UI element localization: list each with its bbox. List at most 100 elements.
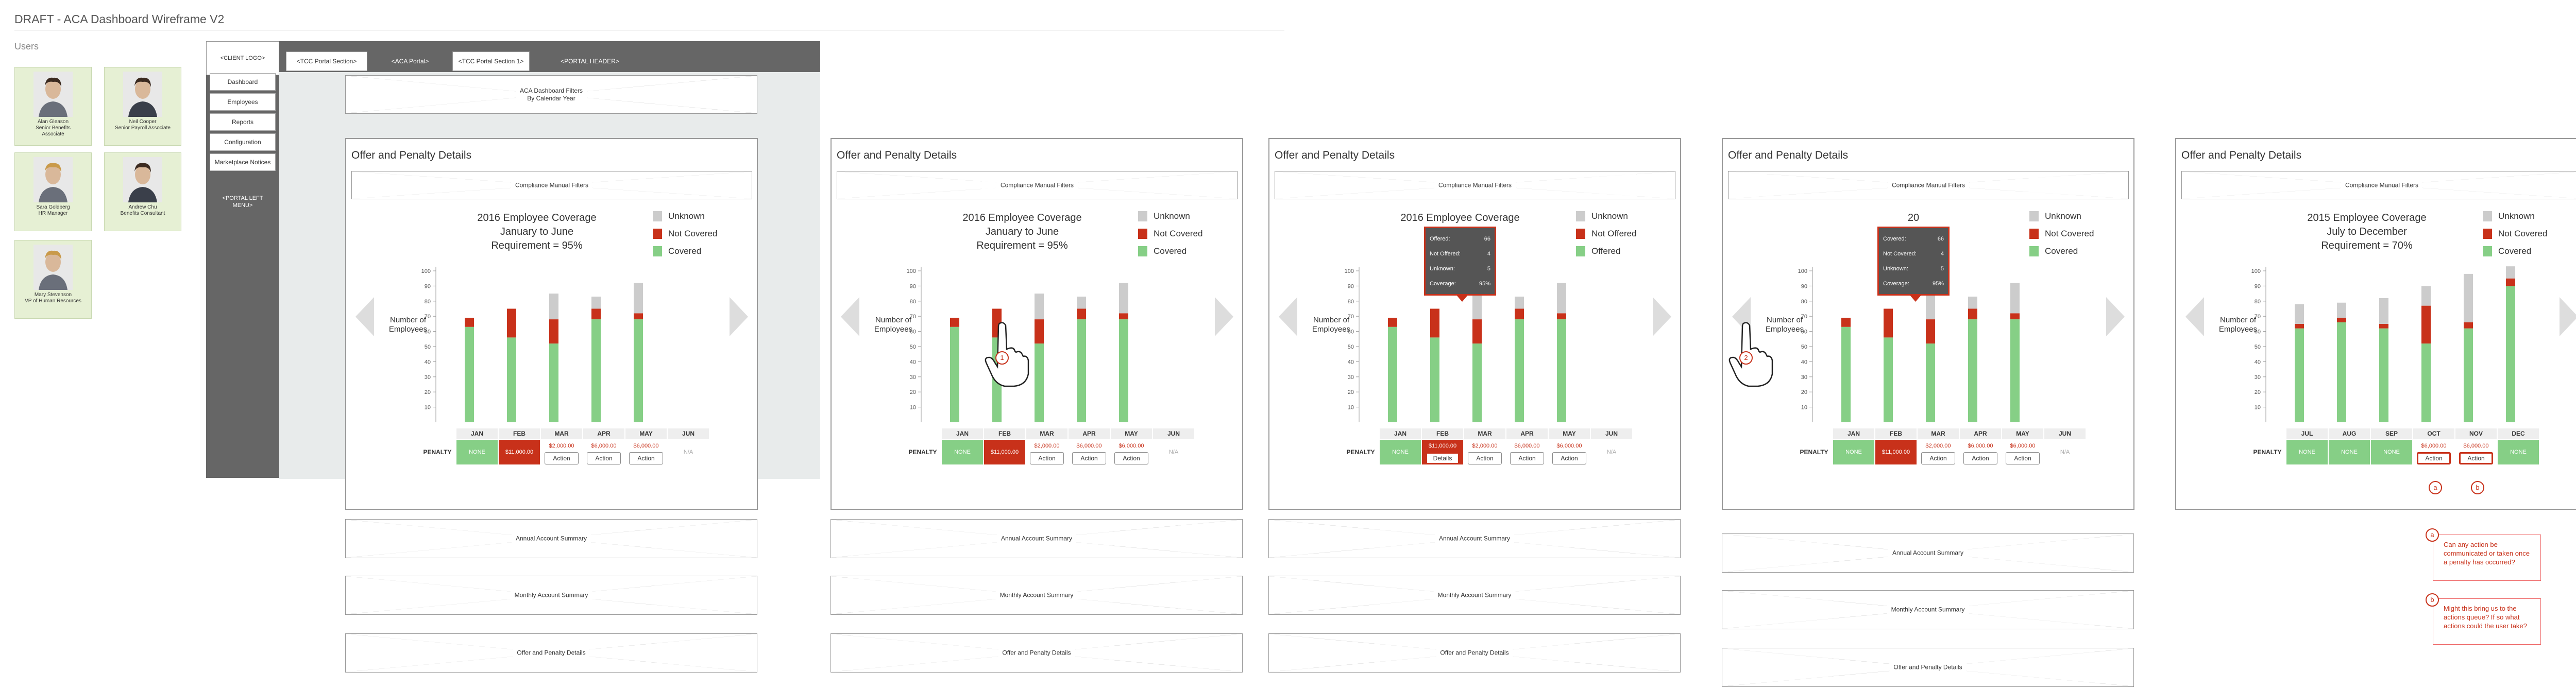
- annual-account-summary[interactable]: Annual Account Summary: [1722, 533, 2134, 573]
- covered-bar[interactable]: [1119, 319, 1128, 422]
- not-covered-bar[interactable]: [2295, 323, 2304, 329]
- monthly-account-summary[interactable]: Monthly Account Summary: [1268, 576, 1681, 615]
- covered-bar[interactable]: [1472, 343, 1482, 422]
- unknown-bar[interactable]: [2295, 304, 2304, 324]
- not-covered-bar[interactable]: [1472, 319, 1482, 344]
- unknown-bar[interactable]: [1515, 296, 1524, 309]
- unknown-bar[interactable]: [1119, 283, 1128, 314]
- not-covered-bar[interactable]: [2464, 322, 2473, 329]
- monthly-account-summary[interactable]: Monthly Account Summary: [831, 576, 1243, 615]
- action-button[interactable]: Action: [1510, 452, 1544, 464]
- action-button[interactable]: Action: [1030, 452, 1064, 464]
- not-covered-bar[interactable]: [1557, 313, 1566, 320]
- unknown-bar[interactable]: [1968, 296, 1977, 309]
- offer-penalty-details-box[interactable]: Offer and Penalty Details: [345, 633, 757, 673]
- covered-bar[interactable]: [1884, 337, 1893, 422]
- not-covered-bar[interactable]: [1430, 308, 1439, 338]
- not-covered-bar[interactable]: [465, 318, 474, 327]
- action-button[interactable]: Action: [2459, 452, 2493, 464]
- prev-period-arrow[interactable]: [1279, 297, 1297, 336]
- not-covered-bar[interactable]: [2421, 305, 2431, 344]
- covered-bar[interactable]: [634, 319, 643, 422]
- next-period-arrow[interactable]: [2560, 297, 2576, 336]
- header-tcc-portal-section-1[interactable]: <TCC Portal Section 1>: [452, 51, 530, 71]
- not-covered-bar[interactable]: [507, 308, 516, 338]
- unknown-bar[interactable]: [1472, 294, 1482, 320]
- unknown-bar[interactable]: [2337, 302, 2346, 318]
- not-covered-bar[interactable]: [549, 319, 558, 344]
- details-button[interactable]: Details: [1426, 452, 1460, 464]
- not-covered-bar[interactable]: [1388, 318, 1397, 327]
- not-covered-bar[interactable]: [1119, 313, 1128, 320]
- covered-bar[interactable]: [1515, 319, 1524, 422]
- covered-bar[interactable]: [2506, 286, 2515, 422]
- covered-bar[interactable]: [1841, 326, 1851, 422]
- not-covered-bar[interactable]: [2506, 278, 2515, 286]
- covered-bar[interactable]: [1077, 319, 1086, 422]
- covered-bar[interactable]: [2379, 328, 2388, 422]
- offer-penalty-details-box[interactable]: Offer and Penalty Details: [831, 633, 1243, 673]
- compliance-filter-box[interactable]: Compliance Manual Filters: [1275, 171, 1675, 199]
- nav-marketplace-notices[interactable]: Marketplace Notices: [210, 153, 276, 171]
- annual-account-summary[interactable]: Annual Account Summary: [1268, 519, 1681, 558]
- covered-bar[interactable]: [2295, 328, 2304, 422]
- not-covered-bar[interactable]: [1077, 308, 1086, 320]
- not-covered-bar[interactable]: [1968, 308, 1977, 320]
- monthly-account-summary[interactable]: Monthly Account Summary: [1722, 590, 2134, 629]
- prev-period-arrow[interactable]: [2185, 297, 2204, 336]
- covered-bar[interactable]: [1388, 326, 1397, 422]
- compliance-filter-box[interactable]: Compliance Manual Filters: [1728, 171, 2129, 199]
- aca-dashboard-filters[interactable]: ACA Dashboard Filters By Calendar Year: [345, 75, 757, 114]
- annual-account-summary[interactable]: Annual Account Summary: [831, 519, 1243, 558]
- action-button[interactable]: Action: [1921, 452, 1955, 464]
- monthly-account-summary[interactable]: Monthly Account Summary: [345, 576, 757, 615]
- unknown-bar[interactable]: [2010, 283, 2020, 314]
- unknown-bar[interactable]: [1926, 294, 1935, 320]
- user-card[interactable]: Andrew Chu Benefits Consultant: [104, 152, 181, 231]
- not-covered-bar[interactable]: [950, 318, 959, 327]
- unknown-bar[interactable]: [2506, 266, 2515, 279]
- action-button[interactable]: Action: [1963, 452, 1997, 464]
- action-button[interactable]: Action: [1114, 452, 1148, 464]
- offer-penalty-details-box[interactable]: Offer and Penalty Details: [1268, 633, 1681, 673]
- prev-period-arrow[interactable]: [355, 297, 374, 336]
- covered-bar[interactable]: [1430, 337, 1439, 422]
- covered-bar[interactable]: [2464, 328, 2473, 422]
- covered-bar[interactable]: [1035, 343, 1044, 422]
- annual-account-summary[interactable]: Annual Account Summary: [345, 519, 757, 558]
- action-button[interactable]: Action: [1468, 452, 1502, 464]
- not-covered-bar[interactable]: [1884, 308, 1893, 338]
- not-covered-bar[interactable]: [2337, 318, 2346, 322]
- next-period-arrow[interactable]: [1653, 297, 1671, 336]
- action-button[interactable]: Action: [587, 452, 621, 464]
- not-covered-bar[interactable]: [1515, 308, 1524, 320]
- unknown-bar[interactable]: [591, 296, 601, 309]
- not-covered-bar[interactable]: [1841, 318, 1851, 327]
- covered-bar[interactable]: [507, 337, 516, 422]
- user-card[interactable]: Sara Goldberg HR Manager: [14, 152, 92, 231]
- unknown-bar[interactable]: [2464, 273, 2473, 322]
- unknown-bar[interactable]: [549, 294, 558, 320]
- next-period-arrow[interactable]: [1215, 297, 1233, 336]
- header-tcc-portal-section[interactable]: <TCC Portal Section>: [286, 51, 367, 71]
- compliance-filter-box[interactable]: Compliance Manual Filters: [837, 171, 1238, 199]
- next-period-arrow[interactable]: [730, 297, 748, 336]
- covered-bar[interactable]: [549, 343, 558, 422]
- action-button[interactable]: Action: [2006, 452, 2040, 464]
- not-covered-bar[interactable]: [2379, 323, 2388, 329]
- covered-bar[interactable]: [465, 326, 474, 422]
- unknown-bar[interactable]: [2379, 298, 2388, 324]
- unknown-bar[interactable]: [2421, 286, 2431, 306]
- compliance-filter-box[interactable]: Compliance Manual Filters: [351, 171, 752, 199]
- not-covered-bar[interactable]: [591, 308, 601, 320]
- header-aca-portal[interactable]: <ACA Portal>: [391, 58, 429, 65]
- covered-bar[interactable]: [2421, 343, 2431, 422]
- covered-bar[interactable]: [1557, 319, 1566, 422]
- covered-bar[interactable]: [2010, 319, 2020, 422]
- prev-period-arrow[interactable]: [841, 297, 859, 336]
- covered-bar[interactable]: [1968, 319, 1977, 422]
- offer-penalty-details-box[interactable]: Offer and Penalty Details: [1722, 648, 2134, 687]
- nav-employees[interactable]: Employees: [210, 93, 276, 111]
- action-button[interactable]: Action: [2417, 452, 2451, 464]
- user-card[interactable]: Mary Stevenson VP of Human Resources: [14, 240, 92, 319]
